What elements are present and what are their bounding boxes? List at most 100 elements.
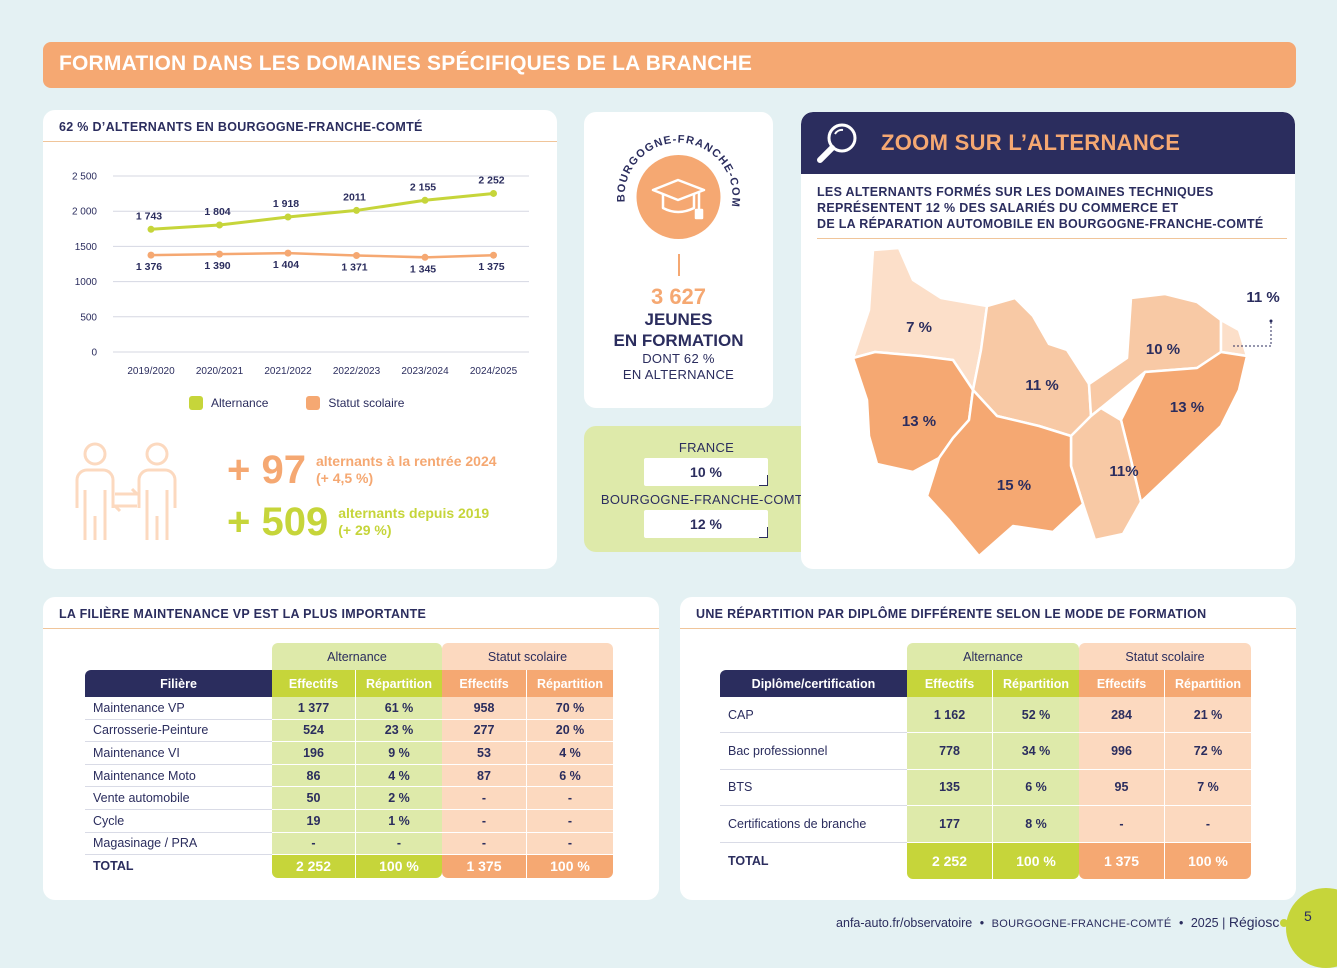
table-total-row: TOTAL 2 252 100 % 1 375 100 % <box>85 855 613 878</box>
legend-alternance: Alternance <box>189 396 268 410</box>
map-label-haute-saone: 10 % <box>1146 341 1180 358</box>
footer-brand-dot <box>1280 919 1289 927</box>
table-cell: 6 % <box>993 769 1079 807</box>
chart-card-title: 62 % D’ALTERNANTS EN BOURGOGNE-FRANCHE-C… <box>43 110 557 142</box>
youth-line4: EN ALTERNANCE <box>622 367 735 382</box>
y-tick-label: 2 000 <box>72 207 97 218</box>
data-label: 1 918 <box>273 198 299 210</box>
x-tick-label: 2023/2024 <box>401 366 449 377</box>
table-cell: - <box>272 832 356 856</box>
line-chart: 0 500 1000 1500 2 000 2 500 2019/2020 2020/2021… <box>72 172 529 377</box>
data-label: 1 375 <box>478 261 504 273</box>
map-label-saone-et-loire: 15 % <box>997 477 1031 494</box>
page-number-badge: 5 <box>1286 888 1337 968</box>
table-row: CAP 1 162 52 % 284 21 % <box>720 697 1251 734</box>
table-row: Magasinage / PRA - - - - <box>85 832 613 856</box>
compare-card: FRANCE 10 % BOURGOGNE-FRANCHE-COMTÉ 12 % <box>584 426 829 552</box>
filiere-group-statut: Statut scolaire <box>442 643 613 670</box>
x-tick-label: 2019/2020 <box>127 366 175 377</box>
table-cell: 8 % <box>993 806 1079 843</box>
table-cell: 70 % <box>527 697 613 720</box>
map-saone-et-loire <box>925 388 1085 558</box>
y-tick-label: 0 <box>91 348 97 359</box>
data-point <box>421 196 429 204</box>
table-row: Maintenance Moto 86 4 % 87 6 % <box>85 764 613 788</box>
kpi-depuis-2019: + 509 alternants depuis 2019 (+ 29 %) <box>227 502 489 542</box>
chart-legend: Alternance Statut scolaire <box>189 396 404 410</box>
table-cell: 958 <box>442 697 527 720</box>
section-banner: FORMATION DANS LES DOMAINES SPÉCIFIQUES … <box>43 42 1296 88</box>
data-label: 2 252 <box>478 174 504 186</box>
table-cell: 7 % <box>1165 769 1251 807</box>
row-label: Maintenance VI <box>85 742 272 765</box>
x-tick-label: 2024/2025 <box>470 366 518 377</box>
zoom-description: LES ALTERNANTS FORMÉS SUR LES DOMAINES T… <box>817 184 1287 239</box>
table-row: Maintenance VI 196 9 % 53 4 % <box>85 742 613 765</box>
people-exchange-icon <box>75 442 177 540</box>
x-tick-label: 2021/2022 <box>264 366 312 377</box>
banner-title: FORMATION DANS LES DOMAINES SPÉCIFIQUES … <box>59 52 753 75</box>
footer-separator-2: • <box>1178 916 1184 930</box>
kpi-rentree-value: + 97 <box>227 448 306 492</box>
footer-separator: • <box>979 916 985 930</box>
filiere-col-effectifs-a: Effectifs <box>272 670 356 697</box>
data-label: 2 155 <box>410 181 436 193</box>
table-cell: 2 252 <box>907 842 993 879</box>
data-label: 1 345 <box>410 263 436 275</box>
y-tick-label: 1500 <box>75 242 98 253</box>
data-point <box>490 251 497 259</box>
zoom-title: ZOOM SUR L’ALTERNANCE <box>881 130 1181 155</box>
table-cell: 4 % <box>356 764 442 788</box>
table-cell: 19 <box>272 809 356 833</box>
table-cell: 4 % <box>527 742 613 765</box>
filiere-col-header: Filière <box>85 670 272 697</box>
zoom-card: ZOOM SUR L’ALTERNANCE LES ALTERNANTS FOR… <box>801 112 1295 569</box>
data-point <box>147 251 155 259</box>
row-label: CAP <box>720 697 907 734</box>
table-cell: 50 <box>272 787 356 810</box>
table-cell: 2 % <box>356 787 442 810</box>
table-row: Maintenance VP 1 377 61 % 958 70 % <box>85 697 613 720</box>
data-label: 2011 <box>343 191 366 203</box>
legend-label-alternance: Alternance <box>211 396 269 410</box>
table-cell: 100 % <box>356 855 442 878</box>
footer-site: anfa-auto.fr/observatoire <box>836 916 973 930</box>
table-cell: 21 % <box>1165 697 1251 734</box>
data-point <box>421 253 429 261</box>
table-cell: - <box>442 832 527 856</box>
filiere-table-card: LA FILIÈRE MAINTENANCE VP EST LA PLUS IM… <box>43 597 659 900</box>
table-cell: - <box>527 832 613 856</box>
table-row: Vente automobile 50 2 % - - <box>85 787 613 810</box>
table-cell: 1 375 <box>442 855 527 878</box>
row-label: BTS <box>720 770 907 807</box>
data-label: 1 743 <box>136 210 162 222</box>
data-point <box>216 221 223 229</box>
map-label-doubs: 13 % <box>1170 399 1204 416</box>
kpi-rentree: + 97 alternants à la rentrée 2024 (+ 4,5… <box>227 450 497 490</box>
data-label: 1 390 <box>204 260 230 272</box>
zoom-desc-line3: DE LA RÉPARATION AUTOMOBILE EN BOURGOGNE… <box>817 217 1264 231</box>
data-point <box>216 250 223 258</box>
youth-card: EN BOURGOGNE-FRANCHE-COMTÉ 3 627 JEUNES … <box>584 112 773 408</box>
data-point <box>490 189 497 197</box>
table-cell: 9 % <box>356 742 442 765</box>
table-cell: 277 <box>442 719 527 743</box>
table-cell: 1 162 <box>907 697 993 734</box>
table-cell: - <box>1165 806 1251 843</box>
magnifier-icon <box>817 123 857 163</box>
row-label: Cycle <box>85 810 272 833</box>
table-cell: 196 <box>272 742 356 765</box>
diplome-col-repartition-a: Répartition <box>993 670 1079 697</box>
filiere-group-alternance: Alternance <box>272 643 442 670</box>
data-label: 1 404 <box>273 259 299 271</box>
row-label: Magasinage / PRA <box>85 833 272 856</box>
kpi-rentree-line2: (+ 4,5 %) <box>315 470 374 486</box>
table-cell: 135 <box>907 769 993 807</box>
region-map: 7 % 11 % 10 % 11 % 13 % 13 % 15 % 11% <box>851 246 1280 558</box>
diplome-group-statut: Statut scolaire <box>1079 643 1251 670</box>
table-row: Certifications de branche 177 8 % - - <box>720 806 1251 843</box>
table-row: Cycle 19 1 % - - <box>85 809 613 833</box>
table-row: Carrosserie-Peinture 524 23 % 277 20 % <box>85 719 613 743</box>
row-label: Bac professionnel <box>720 733 907 770</box>
filiere-col-repartition-s: Répartition <box>527 670 613 697</box>
